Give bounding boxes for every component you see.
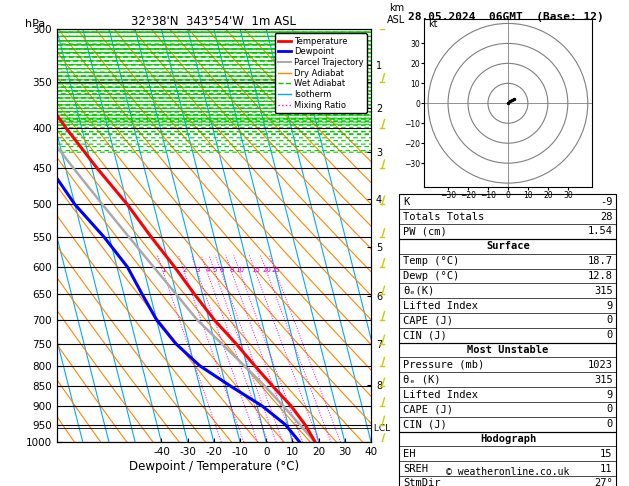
Text: 0: 0 xyxy=(606,404,613,415)
Text: CIN (J): CIN (J) xyxy=(403,330,447,340)
Text: 9: 9 xyxy=(606,300,613,311)
Text: Lifted Index: Lifted Index xyxy=(403,389,478,399)
Text: 28: 28 xyxy=(600,211,613,222)
Text: StmDir: StmDir xyxy=(403,478,441,486)
Title: 32°38'N  343°54'W  1m ASL: 32°38'N 343°54'W 1m ASL xyxy=(131,15,296,28)
Text: 1.54: 1.54 xyxy=(587,226,613,237)
Text: © weatheronline.co.uk: © weatheronline.co.uk xyxy=(446,467,570,477)
Text: 0: 0 xyxy=(606,315,613,326)
Text: 9: 9 xyxy=(606,389,613,399)
Text: Surface: Surface xyxy=(486,241,530,251)
Text: 10: 10 xyxy=(236,267,245,273)
Text: θₑ (K): θₑ (K) xyxy=(403,375,441,385)
Text: LCL: LCL xyxy=(371,424,390,433)
Text: CIN (J): CIN (J) xyxy=(403,419,447,429)
Text: km
ASL: km ASL xyxy=(387,3,406,25)
Text: 18.7: 18.7 xyxy=(587,256,613,266)
Text: 0: 0 xyxy=(606,330,613,340)
Text: 315: 315 xyxy=(594,375,613,385)
Text: CAPE (J): CAPE (J) xyxy=(403,315,453,326)
Text: 4: 4 xyxy=(205,267,209,273)
Text: 2: 2 xyxy=(182,267,187,273)
Text: SREH: SREH xyxy=(403,464,428,474)
Text: Dewp (°C): Dewp (°C) xyxy=(403,271,459,281)
Text: 15: 15 xyxy=(251,267,260,273)
Text: θₑ(K): θₑ(K) xyxy=(403,286,435,296)
Text: CAPE (J): CAPE (J) xyxy=(403,404,453,415)
Text: 25: 25 xyxy=(272,267,281,273)
Text: 0: 0 xyxy=(606,419,613,429)
Text: 8: 8 xyxy=(230,267,234,273)
Text: 5: 5 xyxy=(213,267,217,273)
Text: 27°: 27° xyxy=(594,478,613,486)
Text: -9: -9 xyxy=(600,197,613,207)
Text: Lifted Index: Lifted Index xyxy=(403,300,478,311)
Text: kt: kt xyxy=(428,19,438,30)
Text: Temp (°C): Temp (°C) xyxy=(403,256,459,266)
Text: PW (cm): PW (cm) xyxy=(403,226,447,237)
Text: Pressure (mb): Pressure (mb) xyxy=(403,360,484,370)
Text: 12.8: 12.8 xyxy=(587,271,613,281)
Text: 6: 6 xyxy=(220,267,224,273)
Text: Hodograph: Hodograph xyxy=(480,434,536,444)
Text: 3: 3 xyxy=(196,267,200,273)
Text: K: K xyxy=(403,197,409,207)
Text: EH: EH xyxy=(403,449,416,459)
Text: hPa: hPa xyxy=(25,19,45,29)
Legend: Temperature, Dewpoint, Parcel Trajectory, Dry Adiabat, Wet Adiabat, Isotherm, Mi: Temperature, Dewpoint, Parcel Trajectory… xyxy=(275,34,367,113)
Text: 1: 1 xyxy=(161,267,165,273)
Text: 315: 315 xyxy=(594,286,613,296)
Text: 20: 20 xyxy=(262,267,272,273)
Text: Most Unstable: Most Unstable xyxy=(467,345,548,355)
Text: Totals Totals: Totals Totals xyxy=(403,211,484,222)
Text: 11: 11 xyxy=(600,464,613,474)
Text: 15: 15 xyxy=(600,449,613,459)
Text: 1023: 1023 xyxy=(587,360,613,370)
X-axis label: Dewpoint / Temperature (°C): Dewpoint / Temperature (°C) xyxy=(129,460,299,473)
Text: 28.05.2024  06GMT  (Base: 12): 28.05.2024 06GMT (Base: 12) xyxy=(408,12,604,22)
